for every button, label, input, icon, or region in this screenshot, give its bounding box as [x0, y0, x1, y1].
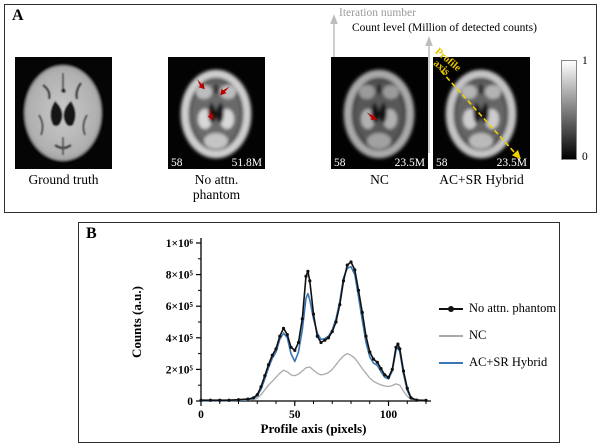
iteration-value: 58	[334, 157, 346, 169]
scan-ac-sr-hybrid: 58 23.5M AC+SR Hybrid	[433, 57, 530, 187]
up-arrow-icon	[330, 14, 338, 24]
red-arrow-icon	[364, 110, 379, 123]
pet-image-ac-sr-hybrid: 58 23.5M	[433, 57, 530, 169]
y-tick-label: 1×10⁶	[166, 238, 194, 250]
iteration-value: 58	[436, 157, 448, 169]
colorbar-gradient	[561, 60, 577, 160]
ground-truth-image	[15, 57, 112, 169]
pet-brain-graphic	[168, 57, 265, 169]
legend-label: AC+SR Hybrid	[469, 355, 548, 369]
colorbar-min-label: 0	[582, 151, 588, 163]
panel-b: B 0 2×10⁵ 4×10⁵ 6×10⁵ 8×10⁵ 1×10⁶ 0 50 100 Count…	[78, 222, 560, 443]
red-arrow-icon	[205, 107, 216, 122]
y-tick-label: 6×10⁵	[166, 301, 194, 313]
x-tick-label: 0	[198, 409, 204, 421]
legend-marker-dot	[448, 305, 454, 312]
up-arrow-icon	[425, 36, 433, 46]
series-line-0	[201, 261, 427, 402]
legend-swatch-black-line	[439, 305, 463, 312]
caption-ac-sr-hybrid: AC+SR Hybrid	[439, 172, 524, 187]
colorbar-max-label: 1	[582, 55, 588, 67]
series-line-1	[201, 352, 427, 402]
legend-swatch-gray-line	[439, 334, 463, 337]
x-axis-label: Profile axis (pixels)	[260, 421, 367, 436]
y-tick-label: 0	[187, 396, 193, 408]
profile-chart-wrap: 0 2×10⁵ 4×10⁵ 6×10⁵ 8×10⁵ 1×10⁶ 0 50 100	[89, 231, 559, 427]
scan-ground-truth: Ground truth	[15, 57, 112, 187]
y-axis-label: Counts (a.u.)	[129, 286, 144, 358]
red-arrow-icon	[194, 77, 208, 91]
pet-brain-graphic	[331, 57, 428, 169]
legend-swatch-blue-line	[439, 361, 463, 364]
series-line-2	[201, 265, 427, 402]
y-tick-label: 4×10⁵	[166, 333, 194, 345]
x-tick-label: 50	[289, 409, 301, 421]
legend-item-nc: NC	[439, 328, 556, 343]
legend-item-no-attn-phantom: No attn. phantom	[439, 301, 556, 316]
x-tick-label: 100	[380, 409, 398, 421]
caption-no-attn-phantom: No attn. phantom	[192, 172, 241, 202]
y-tick-label: 2×10⁵	[166, 364, 194, 376]
red-arrow-icon	[218, 83, 232, 97]
legend-label: NC	[469, 328, 487, 342]
profile-chart: 0 2×10⁵ 4×10⁵ 6×10⁵ 8×10⁵ 1×10⁶ 0 50 100	[166, 238, 431, 421]
caption-ground-truth: Ground truth	[28, 172, 99, 187]
count-value: 23.5M	[394, 157, 425, 169]
count-value: 51.8M	[231, 157, 262, 169]
iteration-value: 58	[171, 157, 183, 169]
legend-item-ac-sr-hybrid: AC+SR Hybrid	[439, 355, 556, 370]
iteration-number-annotation: Iteration number	[339, 7, 416, 19]
caption-nc: NC	[370, 172, 389, 187]
scan-no-attn-phantom: 58 51.8M No attn. phantom	[168, 57, 265, 202]
colorbar: 1 0	[561, 55, 601, 164]
legend-label: No attn. phantom	[469, 301, 557, 315]
y-tick-label: 8×10⁵	[166, 270, 194, 282]
panel-a: A Iteration number Count level (Million …	[4, 4, 597, 213]
panel-a-label: A	[12, 7, 24, 24]
pet-image-nc: 58 23.5M	[331, 57, 428, 169]
scan-nc: 58 23.5M NC	[331, 57, 428, 187]
count-level-annotation: Count level (Million of detected counts)	[352, 22, 537, 34]
chart-legend: No attn. phantom NC AC+SR Hybrid	[439, 301, 556, 370]
mri-brain-graphic	[15, 57, 112, 169]
count-value: 23.5M	[496, 157, 527, 169]
panel-b-label: B	[86, 225, 97, 242]
pet-image-no-attn-phantom: 58 51.8M	[168, 57, 265, 169]
